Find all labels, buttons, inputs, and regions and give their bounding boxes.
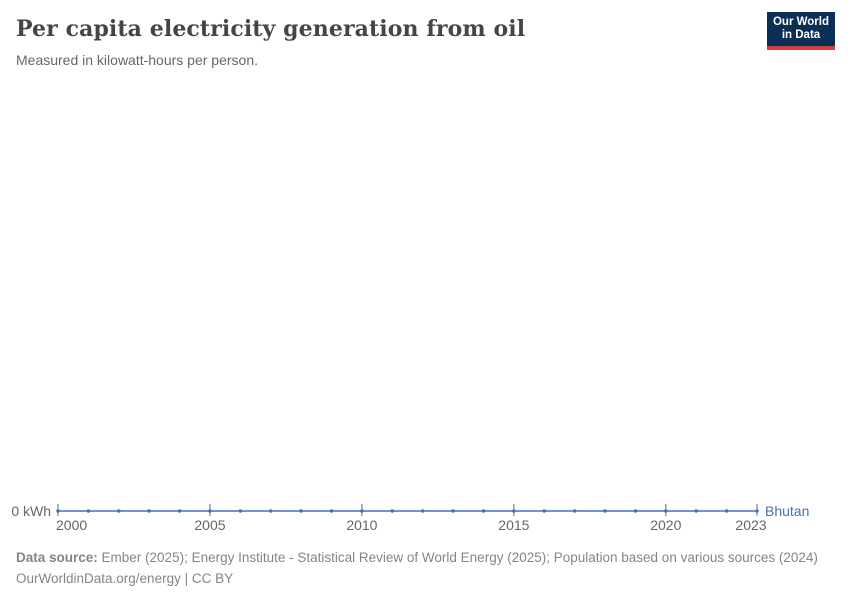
chart-region: 2000 2005 2010 2015 2020 2023 0 kWh Bhutan (0, 80, 850, 540)
chart-footer: Data source: Ember (2025); Energy Instit… (16, 547, 834, 589)
x-tick-label-2023: 2023 (735, 517, 766, 533)
data-point-2017[interactable] (572, 509, 577, 513)
owid-logo-line1: Our World (772, 15, 829, 28)
footer-link[interactable]: OurWorldinData.org/energy | CC BY (16, 571, 234, 586)
data-point-2009[interactable] (329, 509, 334, 513)
data-point-2002[interactable] (117, 509, 121, 513)
data-point-2019[interactable] (633, 509, 638, 513)
page-title: Per capita electricity generation from o… (16, 16, 526, 42)
data-point-2006[interactable] (238, 509, 243, 513)
chart-canvas[interactable]: 2000 2005 2010 2015 2020 2023 0 kWh Bhutan (0, 80, 850, 540)
data-point-2001[interactable] (86, 509, 91, 513)
data-point-2018[interactable] (603, 509, 607, 513)
page-subtitle: Measured in kilowatt-hours per person. (16, 52, 259, 68)
data-point-2016[interactable] (542, 509, 546, 513)
owid-logo[interactable]: Our World in Data (767, 12, 835, 50)
x-tick-label-2015: 2015 (498, 517, 529, 533)
entity-label-bhutan[interactable]: Bhutan (765, 503, 809, 519)
data-source-line: Data source: Ember (2025); Energy Instit… (16, 547, 834, 568)
data-point-2012[interactable] (420, 509, 425, 513)
data-point-2003[interactable] (147, 509, 151, 513)
x-tick-label-2005: 2005 (194, 517, 225, 533)
data-point-2007[interactable] (269, 509, 273, 513)
x-tick-label-2010: 2010 (346, 517, 377, 533)
data-source-text: Ember (2025); Energy Institute - Statist… (97, 550, 818, 565)
owid-logo-line2: in Data (781, 29, 821, 41)
x-tick-label-2020: 2020 (650, 517, 681, 533)
data-point-2004[interactable] (177, 509, 182, 513)
data-point-2013[interactable] (451, 509, 455, 513)
data-point-2021[interactable] (694, 509, 698, 513)
data-point-2008[interactable] (299, 509, 303, 513)
data-point-2011[interactable] (390, 509, 395, 513)
data-point-2022[interactable] (724, 509, 729, 513)
data-point-2014[interactable] (481, 509, 486, 513)
x-tick-label-2000: 2000 (56, 517, 87, 533)
data-source-label: Data source: (16, 550, 98, 565)
y-axis-zero-label: 0 kWh (11, 503, 51, 519)
